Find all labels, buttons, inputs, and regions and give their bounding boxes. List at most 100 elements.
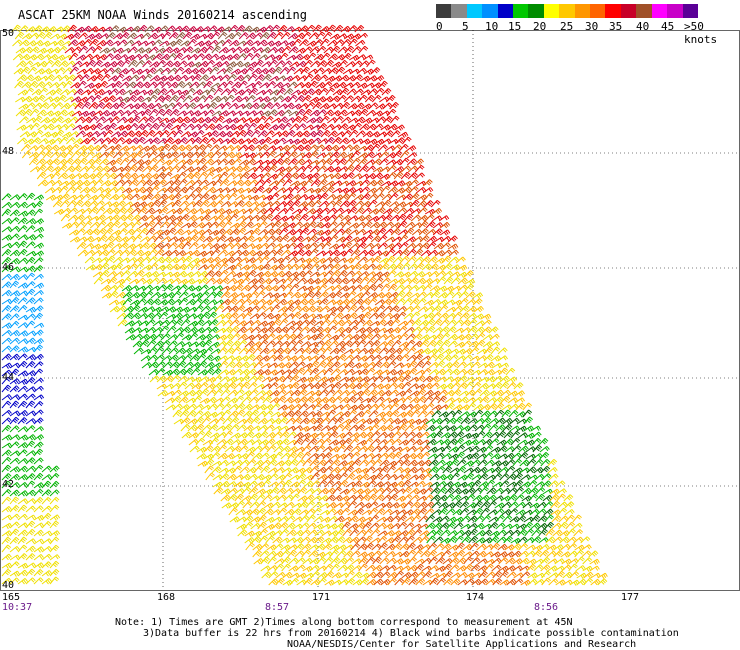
wind-barb [402, 486, 412, 495]
wind-barb [9, 280, 20, 289]
wind-barb [324, 579, 335, 586]
wind-barb [33, 129, 44, 138]
wind-barb [338, 472, 349, 481]
wind-barb [94, 200, 105, 208]
wind-barb [530, 425, 542, 432]
wind-barb [265, 535, 275, 544]
wind-barb [382, 508, 393, 516]
wind-barb [321, 144, 333, 152]
wind-barb [454, 437, 465, 446]
wind-barb [154, 158, 165, 166]
wind-barb [457, 579, 468, 586]
wind-barb [266, 453, 278, 460]
wind-barb [258, 439, 269, 446]
wind-barb [290, 199, 301, 208]
wind-barb [122, 291, 133, 299]
wind-barb [288, 172, 299, 180]
wind-barb [83, 243, 95, 250]
wind-barb [226, 473, 237, 481]
wind-barb [336, 33, 348, 40]
wind-barb [206, 75, 217, 82]
wind-barb [241, 396, 252, 404]
wind-barb [148, 361, 159, 369]
wind-barb [344, 557, 355, 565]
wind-barb [336, 544, 347, 551]
wind-barb [131, 327, 143, 334]
wind-barb [436, 474, 447, 481]
wind-barb [396, 502, 407, 509]
wind-barb [25, 465, 36, 473]
wind-barb [221, 214, 233, 222]
wind-barb [495, 522, 506, 530]
wind-barb [299, 222, 311, 229]
wind-barb [447, 431, 458, 439]
wind-barb [95, 214, 106, 222]
wind-barb [259, 249, 271, 257]
wind-barb [335, 66, 346, 75]
wind-barb [319, 26, 330, 33]
wind-barb [139, 339, 150, 348]
wind-barb [201, 228, 213, 236]
wind-barb [41, 489, 52, 497]
wind-barb [183, 271, 195, 278]
wind-barb [57, 172, 68, 180]
wind-barb [107, 122, 117, 131]
wind-barb [449, 264, 461, 271]
wind-barb [34, 68, 45, 75]
wind-barb [38, 138, 49, 145]
wind-barb [190, 262, 201, 271]
wind-barb [499, 381, 510, 390]
wind-barb [264, 320, 276, 327]
wind-barb [326, 502, 337, 509]
wind-barb [183, 172, 194, 180]
wind-barb [423, 389, 434, 397]
wind-barb [179, 409, 190, 418]
wind-barb [272, 340, 283, 348]
wind-barb [321, 431, 332, 439]
wind-barb [396, 207, 407, 215]
wind-barb [9, 258, 20, 265]
wind-barb [250, 516, 261, 523]
scale-swatch [636, 4, 652, 18]
wind-barb [142, 284, 153, 292]
wind-barb [353, 494, 364, 502]
wind-barb [377, 431, 388, 439]
wind-barb [385, 347, 396, 355]
wind-barb [275, 166, 286, 173]
wind-barb [351, 109, 362, 117]
wind-barb [597, 578, 608, 586]
wind-barb [222, 117, 233, 124]
wind-barb [161, 347, 172, 355]
wind-barb [495, 514, 505, 523]
wind-barb [359, 376, 370, 383]
wind-barb [443, 473, 454, 481]
wind-barb [296, 60, 307, 68]
wind-barb [433, 242, 445, 250]
wind-barb [9, 441, 20, 449]
wind-barb [418, 220, 429, 229]
wind-barb [247, 284, 258, 292]
wind-barb [359, 284, 370, 292]
wind-barb [467, 424, 478, 432]
wind-barb [547, 458, 558, 467]
wind-barb [324, 186, 335, 194]
wind-barb [162, 159, 173, 166]
wind-barb [295, 47, 307, 54]
wind-barb [324, 123, 335, 131]
wind-barb [84, 95, 96, 103]
wind-barb [460, 425, 472, 432]
wind-barb [337, 564, 348, 572]
wind-barb [440, 242, 451, 250]
scale-label: 20 [533, 20, 547, 33]
wind-barb [25, 577, 36, 585]
wind-barb [79, 186, 91, 194]
wind-barb [476, 446, 488, 453]
wind-barb [169, 271, 181, 278]
wind-barb [437, 299, 449, 306]
wind-barb [573, 529, 584, 537]
wind-barb [148, 164, 159, 173]
wind-barb [57, 109, 68, 117]
wind-barb [75, 40, 86, 47]
wind-barb [46, 102, 57, 110]
wind-barb [482, 341, 493, 348]
